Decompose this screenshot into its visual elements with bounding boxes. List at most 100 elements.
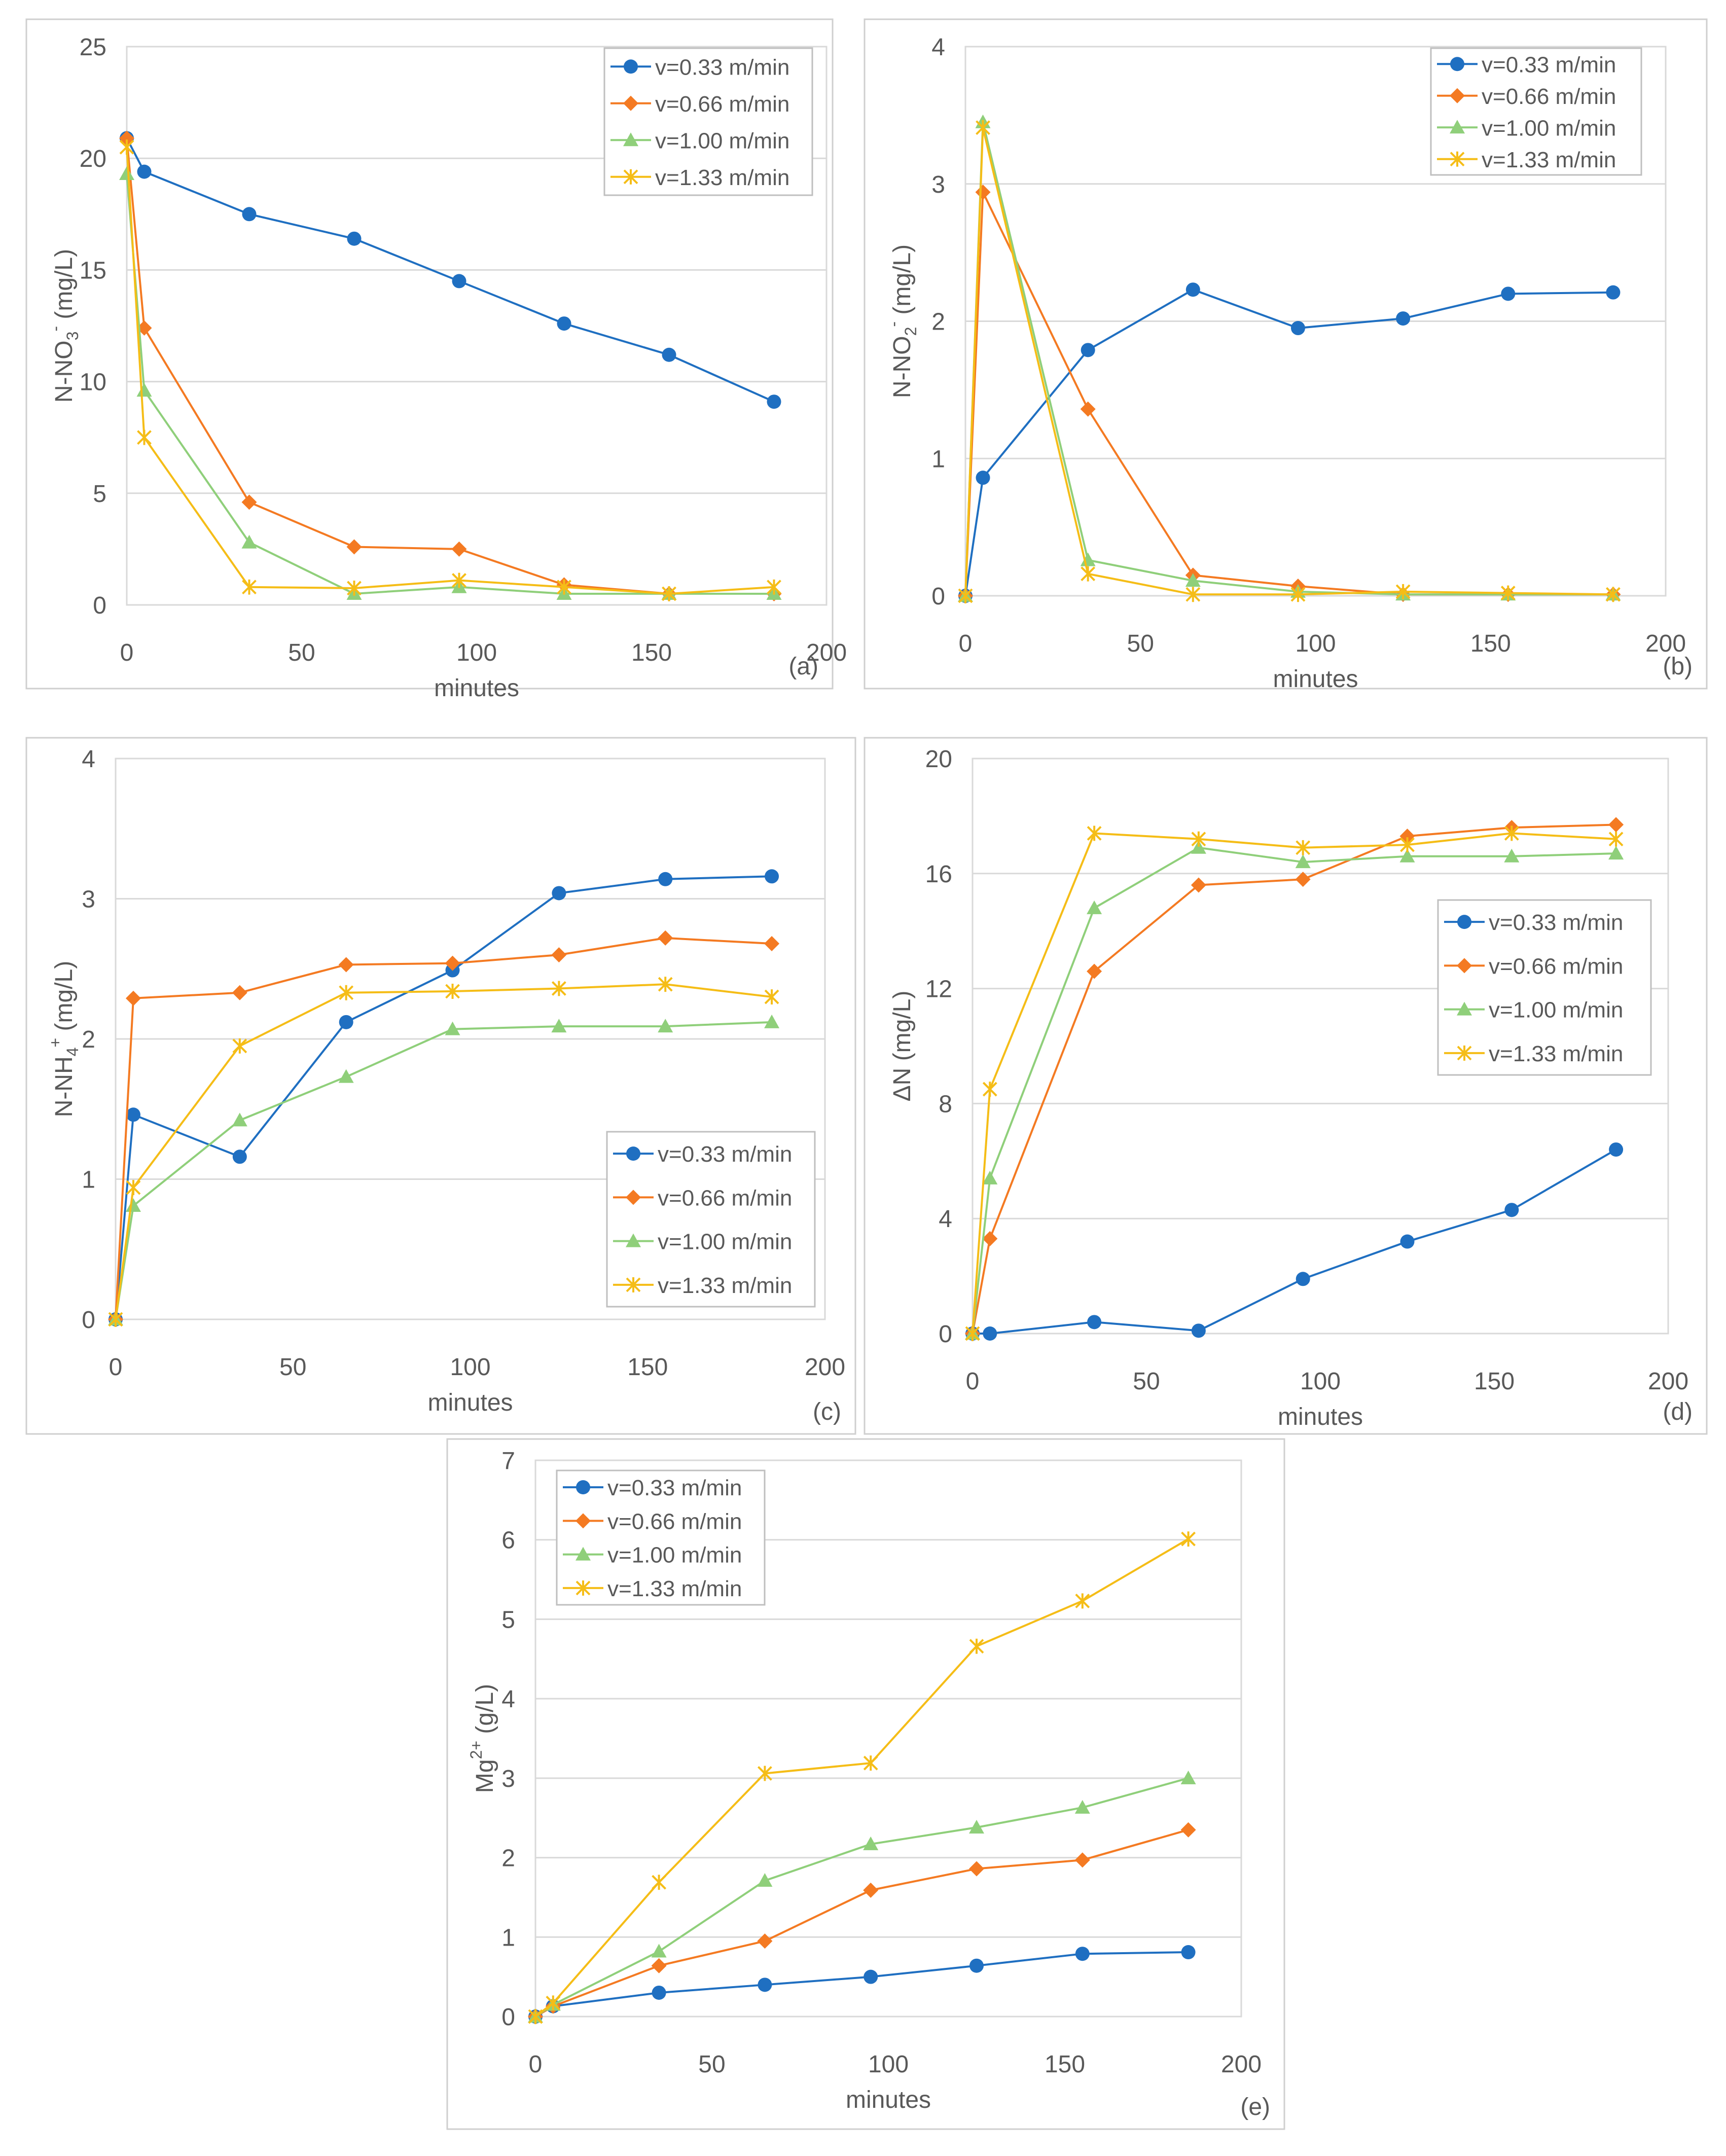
data-point [338, 957, 354, 973]
x-tick-label: 100 [450, 1354, 490, 1381]
y-tick-label: 25 [80, 34, 106, 61]
legend-swatch-marker [576, 1480, 590, 1495]
legend-entry: v=0.33 m/min [1482, 52, 1616, 77]
y-axis-label: N-NH4+ (mg/L) [46, 961, 82, 1117]
data-point [651, 1944, 667, 1958]
y-tick-label: 4 [931, 34, 945, 61]
data-point [1185, 587, 1201, 602]
data-point [1296, 840, 1311, 855]
data-point [1395, 584, 1411, 599]
data-point [658, 1019, 673, 1033]
data-point [1191, 877, 1206, 893]
data-point [445, 955, 460, 971]
y-tick-label: 16 [925, 861, 952, 888]
data-point [1609, 1142, 1624, 1157]
legend-swatch-marker [626, 1190, 641, 1205]
data-point [125, 990, 141, 1006]
data-point [1296, 1272, 1310, 1286]
legend-entry: v=1.00 m/min [1489, 998, 1623, 1023]
legend-entry: v=0.33 m/min [1489, 910, 1623, 935]
data-point [551, 947, 567, 963]
y-tick-label: 0 [939, 1321, 952, 1348]
legend: v=0.33 m/min v=0.66 m/min v=1.00 m/min v=1.… [556, 1469, 766, 1606]
data-point [764, 1014, 780, 1028]
data-point [1081, 343, 1095, 357]
x-tick-label: 50 [288, 639, 315, 666]
x-tick-label: 100 [868, 2051, 909, 2078]
data-point [976, 471, 990, 485]
y-tick-label: 2 [931, 309, 945, 336]
data-point [546, 1995, 561, 2011]
data-point [1608, 846, 1624, 860]
y-tick-label: 20 [80, 146, 106, 172]
data-point [767, 579, 781, 595]
y-tick-label: 5 [93, 481, 106, 508]
legend-entry: v=0.66 m/min [655, 92, 789, 117]
series-line [115, 1021, 772, 1320]
data-point [757, 1933, 773, 1949]
legend-box [556, 1469, 766, 1606]
legend-entry: v=1.33 m/min [607, 1576, 742, 1601]
x-tick-label: 0 [120, 639, 134, 666]
data-point [652, 1875, 667, 1890]
series-line [126, 137, 775, 403]
legend-entry: v=0.33 m/min [655, 55, 789, 80]
data-point [1608, 817, 1624, 833]
legend-entry: v=0.66 m/min [607, 1509, 742, 1534]
data-point [651, 1958, 667, 1973]
data-point [1501, 286, 1516, 301]
series-line [126, 173, 774, 595]
data-point [1087, 1315, 1102, 1329]
legend: v=0.33 m/min v=0.66 m/min v=1.00 m/min v=1.… [603, 47, 813, 196]
legend-box [603, 47, 813, 196]
legend-entry: v=0.66 m/min [1489, 954, 1623, 979]
plot-area [534, 1459, 1242, 2018]
data-point [339, 985, 354, 1000]
y-tick-label: 3 [931, 171, 945, 198]
data-point [126, 1180, 141, 1196]
chart-panel-1: 0 1 2 3 4 0 50 100 150 200 minutes N-NO2- (mg/L) (b)… [864, 18, 1708, 693]
data-point [232, 1112, 247, 1127]
y-tick-label: 0 [931, 583, 945, 610]
legend-swatch-marker [1450, 88, 1465, 103]
series-line [964, 289, 1613, 596]
data-point [1075, 1947, 1090, 1961]
data-point [1087, 963, 1102, 979]
data-point [551, 1019, 567, 1033]
data-point [347, 581, 362, 596]
data-point [983, 1326, 997, 1341]
data-point [982, 1231, 998, 1246]
data-point [757, 1766, 772, 1781]
x-tick-label: 150 [1470, 630, 1511, 657]
data-point [557, 579, 571, 595]
series-1 [108, 930, 780, 1327]
series-3 [965, 825, 1624, 1341]
legend-entry: v=1.33 m/min [1489, 1041, 1623, 1066]
x-tick-label: 150 [1474, 1368, 1515, 1395]
legend-box [606, 1131, 816, 1308]
data-point [1504, 848, 1520, 863]
data-point [767, 394, 781, 409]
legend-swatch-marker [626, 1146, 640, 1161]
panel-label: (e) [1240, 2094, 1270, 2121]
y-tick-label: 4 [501, 1686, 515, 1713]
series-3 [958, 120, 1621, 603]
plot-area [964, 46, 1667, 597]
legend-swatch-marker [576, 1547, 591, 1561]
data-point [1295, 872, 1311, 887]
data-point [232, 1038, 247, 1054]
data-point [1504, 825, 1519, 841]
data-point [1606, 285, 1621, 300]
data-point [1181, 1531, 1196, 1547]
data-point [1080, 401, 1096, 417]
data-point [1400, 1234, 1415, 1249]
y-tick-label: 0 [501, 2004, 515, 2031]
data-point [232, 1149, 247, 1164]
legend-swatch-marker [623, 132, 638, 147]
legend-entry: v=1.00 m/min [1482, 116, 1616, 140]
data-point [1185, 573, 1201, 587]
data-point [108, 1312, 123, 1327]
y-tick-label: 6 [501, 1527, 515, 1554]
series-line [115, 875, 772, 1320]
x-tick-label: 200 [1221, 2051, 1262, 2078]
